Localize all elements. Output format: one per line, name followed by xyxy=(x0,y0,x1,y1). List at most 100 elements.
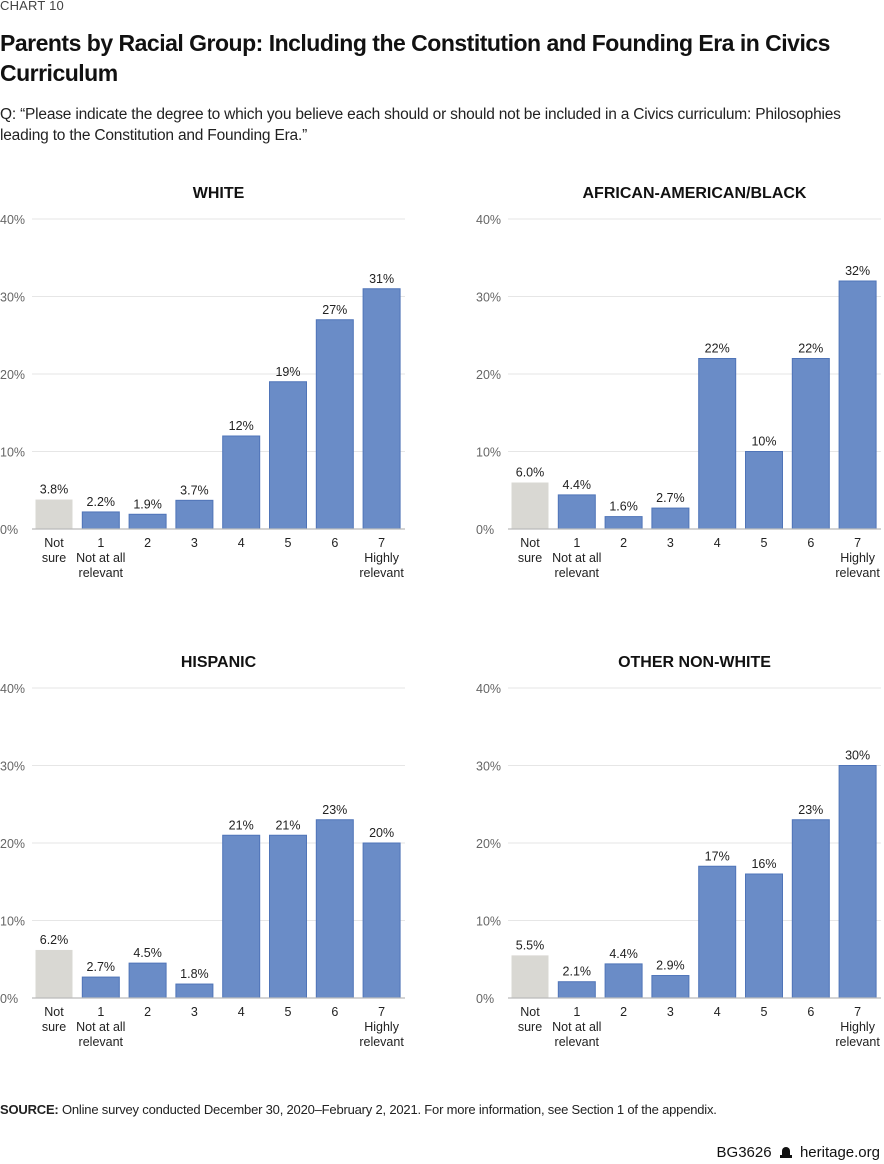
footer-branding: BG3626 heritage.org xyxy=(717,1144,880,1161)
x-tick-label: sure xyxy=(42,1020,66,1034)
x-tick-label: sure xyxy=(518,551,542,565)
data-label: 19% xyxy=(275,365,300,379)
panel-title: AFRICAN-AMERICAN/BLACK xyxy=(583,185,807,202)
y-tick-label: 20% xyxy=(0,368,25,382)
x-tick-label: 4 xyxy=(714,536,721,550)
bar xyxy=(838,280,877,530)
x-tick-label: 5 xyxy=(761,536,768,550)
bar xyxy=(557,981,596,999)
chart-label: CHART 10 xyxy=(0,0,64,13)
data-label: 22% xyxy=(798,342,823,356)
y-tick-label: 30% xyxy=(476,760,501,774)
x-tick-label: relevant xyxy=(555,1035,600,1049)
y-tick-label: 0% xyxy=(0,523,18,537)
y-tick-label: 0% xyxy=(0,992,18,1006)
x-tick-label: 4 xyxy=(714,1005,721,1019)
y-tick-label: 20% xyxy=(0,837,25,851)
bar xyxy=(222,435,261,530)
source-text: Online survey conducted December 30, 202… xyxy=(58,1102,717,1117)
bar xyxy=(698,865,737,999)
x-tick-label: Not at all xyxy=(552,1020,601,1034)
liberty-bell-icon xyxy=(779,1147,792,1158)
y-tick-label: 40% xyxy=(0,213,25,227)
x-tick-label: Highly xyxy=(840,551,875,565)
chart-title: Parents by Racial Group: Including the C… xyxy=(0,30,830,86)
bar xyxy=(511,955,549,998)
data-label: 20% xyxy=(369,826,394,840)
bar xyxy=(315,319,354,530)
x-tick-label: 1 xyxy=(97,1005,104,1019)
data-label: 27% xyxy=(322,303,347,317)
data-label: 21% xyxy=(275,818,300,832)
data-label: 21% xyxy=(229,818,254,832)
bar xyxy=(269,834,307,999)
x-tick-label: 7 xyxy=(378,1005,385,1019)
x-tick-label: Highly xyxy=(364,1020,399,1034)
x-tick-label: Highly xyxy=(364,551,399,565)
data-label: 10% xyxy=(751,435,776,449)
x-tick-label: relevant xyxy=(359,566,404,580)
bar xyxy=(791,819,830,999)
x-tick-label: 2 xyxy=(620,536,627,550)
data-label: 1.6% xyxy=(609,500,638,514)
bar xyxy=(128,513,167,530)
bar xyxy=(175,983,214,999)
data-label: 2.7% xyxy=(656,491,685,505)
x-tick-label: 3 xyxy=(191,1005,198,1019)
data-label: 2.7% xyxy=(87,960,116,974)
x-tick-label: Not xyxy=(520,1005,540,1019)
y-tick-label: 30% xyxy=(0,760,25,774)
y-tick-label: 0% xyxy=(476,523,494,537)
x-tick-label: 7 xyxy=(854,1005,861,1019)
y-tick-label: 20% xyxy=(476,837,501,851)
y-tick-label: 40% xyxy=(0,682,25,696)
x-tick-label: 3 xyxy=(667,1005,674,1019)
bar xyxy=(81,511,120,530)
x-tick-label: 1 xyxy=(97,536,104,550)
data-label: 17% xyxy=(705,849,730,863)
x-tick-label: 5 xyxy=(285,1005,292,1019)
bar xyxy=(745,451,783,530)
bar xyxy=(81,976,120,999)
source-label: SOURCE: xyxy=(0,1102,59,1117)
y-tick-label: 10% xyxy=(0,915,25,929)
x-tick-label: 6 xyxy=(331,1005,338,1019)
x-tick-label: relevant xyxy=(79,1035,124,1049)
data-label: 23% xyxy=(798,803,823,817)
x-tick-label: 2 xyxy=(144,1005,151,1019)
data-label: 1.9% xyxy=(133,497,162,511)
data-label: 3.7% xyxy=(180,483,209,497)
x-tick-label: sure xyxy=(42,551,66,565)
x-tick-label: 1 xyxy=(573,536,580,550)
bar xyxy=(362,288,401,530)
bar xyxy=(269,381,307,530)
bar xyxy=(604,963,643,999)
x-tick-label: 2 xyxy=(144,536,151,550)
report-code: BG3626 xyxy=(716,1144,772,1161)
site-url: heritage.org xyxy=(799,1144,880,1161)
bar xyxy=(651,507,690,530)
x-tick-label: relevant xyxy=(359,1035,404,1049)
data-label: 6.2% xyxy=(40,933,69,947)
data-label: 4.4% xyxy=(563,478,592,492)
y-tick-label: 30% xyxy=(476,291,501,305)
y-tick-label: 10% xyxy=(476,446,501,460)
survey-question: Q: “Please indicate the degree to which … xyxy=(0,106,841,144)
data-label: 22% xyxy=(705,342,730,356)
y-tick-label: 30% xyxy=(0,291,25,305)
y-tick-label: 10% xyxy=(476,915,501,929)
bar xyxy=(35,949,73,998)
bar xyxy=(222,834,261,999)
bar xyxy=(651,975,690,999)
data-label: 2.9% xyxy=(656,959,685,973)
bar xyxy=(604,516,643,530)
y-tick-label: 40% xyxy=(476,682,501,696)
x-tick-label: relevant xyxy=(835,566,880,580)
x-tick-label: 7 xyxy=(854,536,861,550)
y-tick-label: 40% xyxy=(476,213,501,227)
data-label: 23% xyxy=(322,803,347,817)
x-tick-label: 1 xyxy=(573,1005,580,1019)
x-tick-label: sure xyxy=(518,1020,542,1034)
x-tick-label: relevant xyxy=(555,566,600,580)
